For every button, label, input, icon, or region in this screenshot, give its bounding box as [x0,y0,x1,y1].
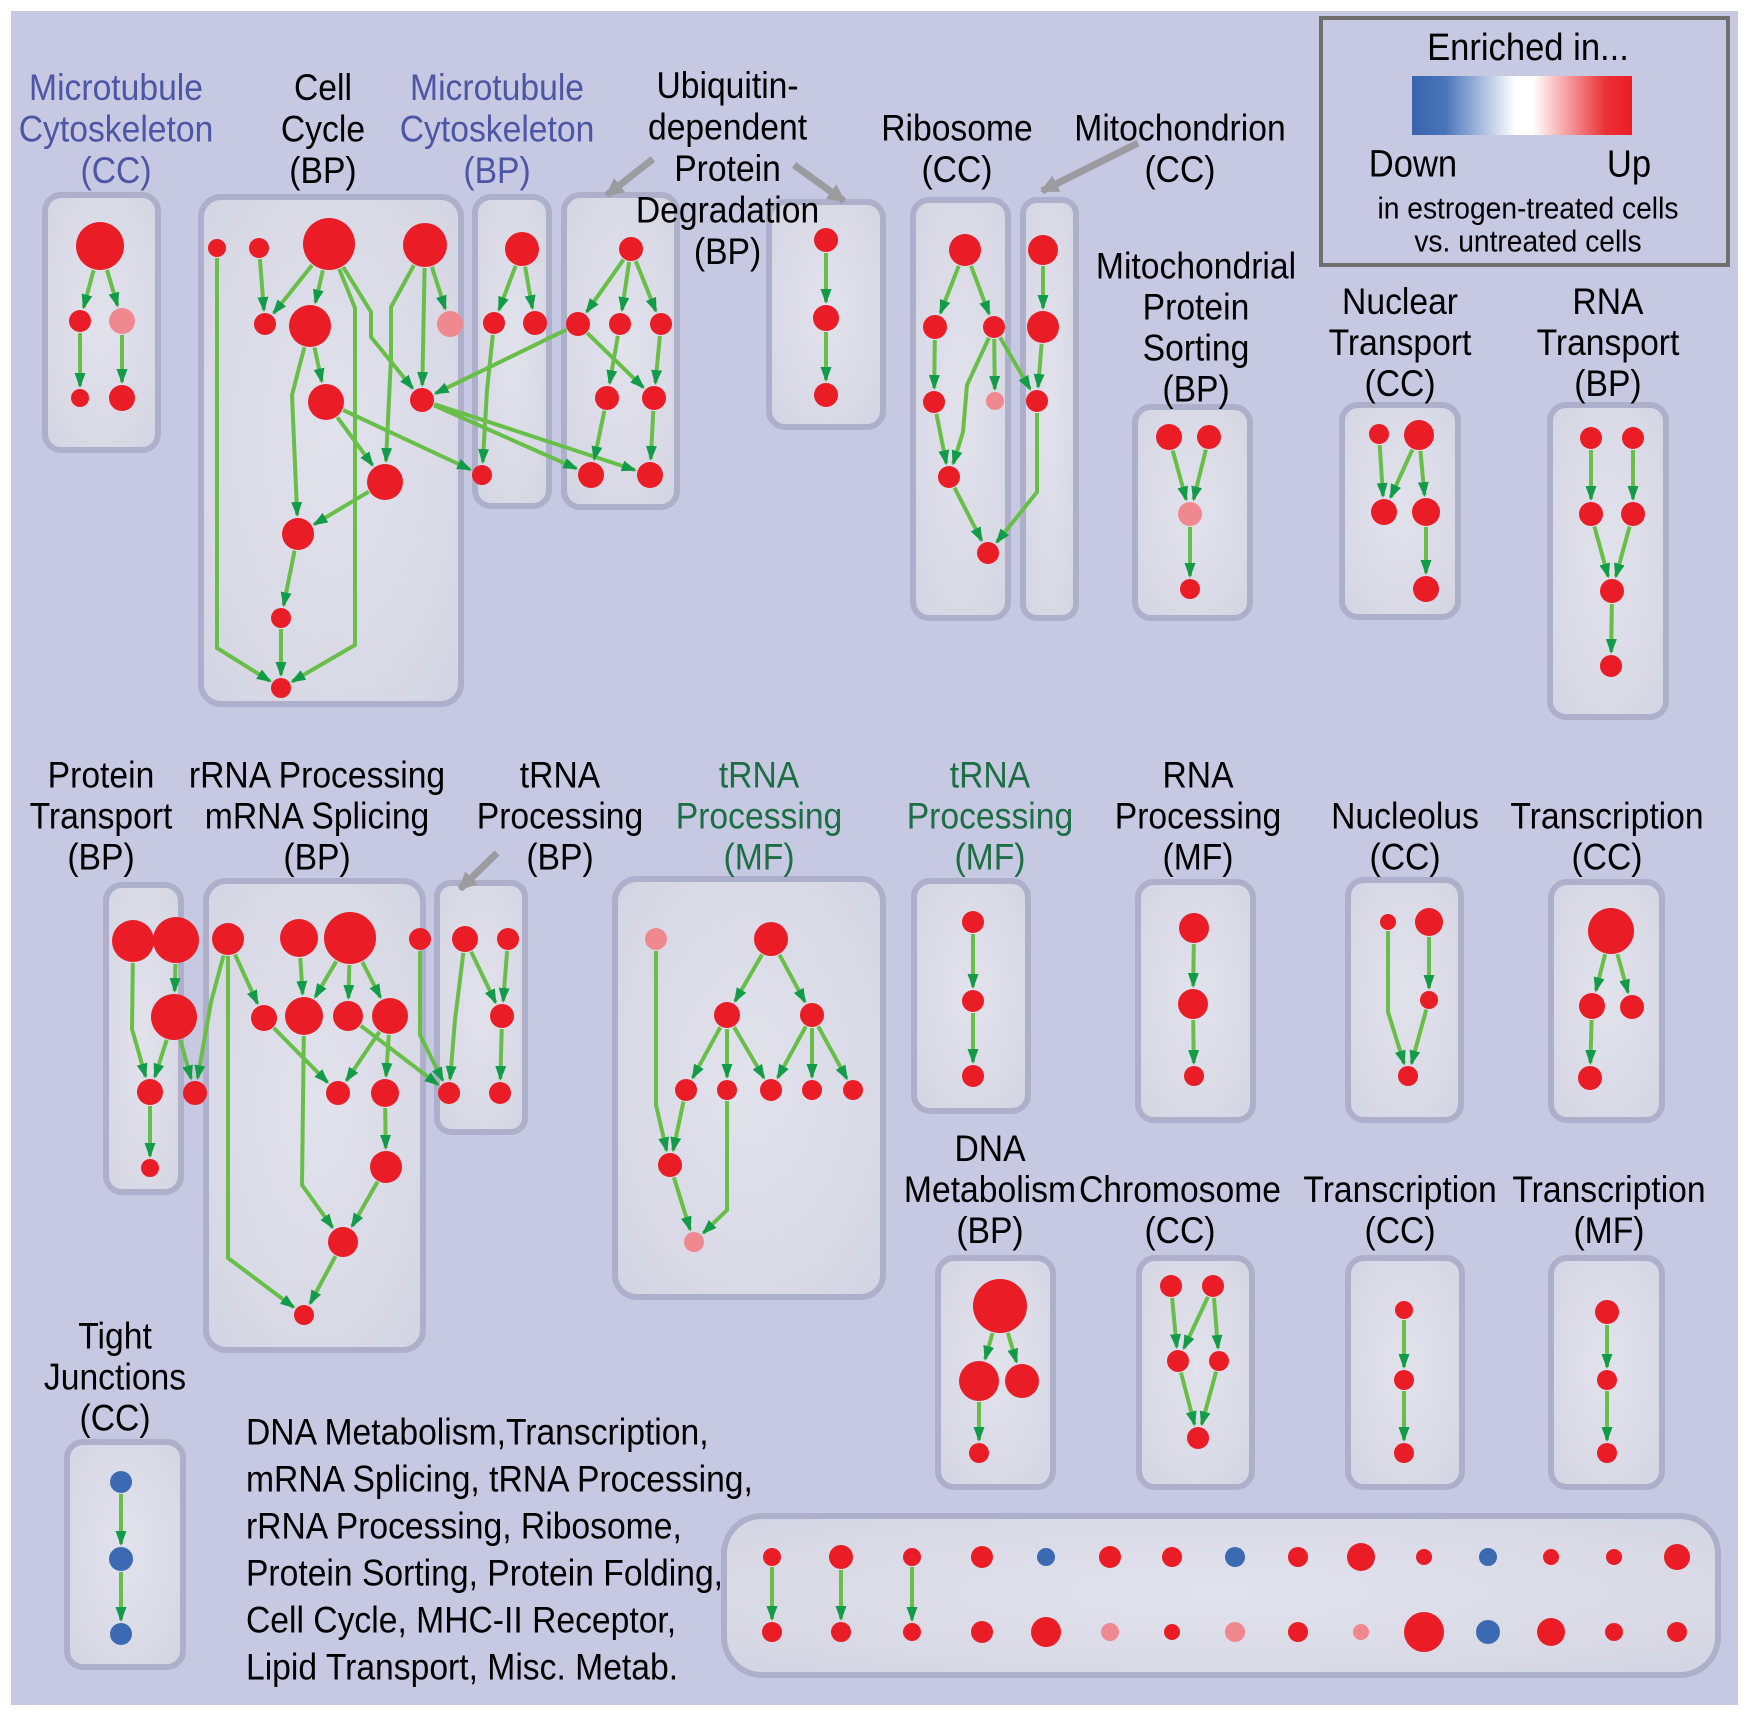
svg-text:(BP): (BP) [956,1210,1023,1251]
svg-text:(CC): (CC) [1370,837,1441,878]
svg-text:Processing: Processing [676,796,842,837]
svg-text:mRNA Splicing: mRNA Splicing [205,796,429,837]
svg-text:Ubiquitin-: Ubiquitin- [656,65,798,106]
svg-text:Chromosome: Chromosome [1079,1169,1281,1210]
svg-text:Degradation: Degradation [636,190,819,231]
svg-text:Sorting: Sorting [1143,328,1250,369]
svg-text:Transcription: Transcription [1512,1169,1705,1210]
svg-text:tRNA: tRNA [520,755,601,796]
svg-text:(MF): (MF) [1163,837,1234,878]
svg-text:(BP): (BP) [67,837,134,878]
svg-text:Microtubule: Microtubule [410,67,584,108]
svg-text:Down: Down [1369,142,1457,185]
svg-text:Transcription: Transcription [1303,1169,1496,1210]
svg-text:Enriched in...: Enriched in... [1427,26,1629,69]
svg-text:Protein: Protein [48,755,155,796]
svg-text:rRNA Processing, Ribosome,: rRNA Processing, Ribosome, [246,1506,682,1547]
svg-text:mRNA Splicing, tRNA Processing: mRNA Splicing, tRNA Processing, [246,1459,753,1500]
svg-text:Cell Cycle, MHC-II Receptor,: Cell Cycle, MHC-II Receptor, [246,1600,676,1641]
svg-text:Metabolism: Metabolism [904,1169,1076,1210]
svg-text:Processing: Processing [1115,796,1281,837]
svg-text:Mitochondrion: Mitochondrion [1074,108,1285,149]
svg-text:(BP): (BP) [694,231,761,272]
svg-text:dependent: dependent [648,107,807,148]
svg-text:Protein: Protein [674,148,781,189]
svg-text:(BP): (BP) [1162,369,1229,410]
svg-text:rRNA Processing: rRNA Processing [189,755,445,796]
svg-text:(CC): (CC) [1365,1210,1436,1251]
svg-text:(CC): (CC) [1144,149,1215,190]
svg-text:Lipid Transport, Misc. Metab.: Lipid Transport, Misc. Metab. [246,1647,678,1688]
svg-text:Protein Sorting, Protein Foldi: Protein Sorting, Protein Folding, [246,1553,723,1594]
svg-text:(CC): (CC) [81,150,152,191]
svg-text:(CC): (CC) [1365,363,1436,404]
svg-text:RNA: RNA [1162,755,1233,796]
svg-text:Tight: Tight [78,1316,152,1357]
svg-text:DNA Metabolism,Transcription,: DNA Metabolism,Transcription, [246,1412,709,1453]
svg-text:vs. untreated cells: vs. untreated cells [1414,224,1641,259]
svg-text:(MF): (MF) [1573,1210,1644,1251]
svg-text:(BP): (BP) [283,837,350,878]
svg-text:RNA: RNA [1572,281,1643,322]
svg-text:tRNA: tRNA [719,755,800,796]
svg-text:DNA: DNA [954,1128,1025,1169]
svg-text:Up: Up [1607,142,1651,185]
svg-text:Transport: Transport [30,796,173,837]
svg-text:Nuclear: Nuclear [1342,281,1458,322]
svg-text:Mitochondrial: Mitochondrial [1096,246,1296,287]
svg-text:tRNA: tRNA [950,755,1031,796]
svg-text:(MF): (MF) [724,837,795,878]
svg-text:(CC): (CC) [1571,837,1642,878]
svg-text:Processing: Processing [907,796,1073,837]
svg-text:(BP): (BP) [289,150,356,191]
svg-text:Ribosome: Ribosome [881,108,1033,149]
svg-text:Cell: Cell [294,67,352,108]
svg-text:Protein: Protein [1143,287,1250,328]
svg-text:Microtubule: Microtubule [29,67,203,108]
svg-text:Cytoskeleton: Cytoskeleton [400,109,595,150]
svg-text:Transport: Transport [1537,322,1680,363]
svg-text:(CC): (CC) [80,1398,151,1439]
svg-text:Transport: Transport [1329,322,1472,363]
svg-text:in estrogen-treated cells: in estrogen-treated cells [1378,191,1679,226]
svg-text:Cytoskeleton: Cytoskeleton [19,109,214,150]
svg-text:(CC): (CC) [921,149,992,190]
svg-text:Cycle: Cycle [281,109,365,150]
svg-text:(BP): (BP) [526,837,593,878]
svg-text:Nucleolus: Nucleolus [1331,796,1479,837]
svg-text:(CC): (CC) [1144,1210,1215,1251]
svg-text:Transcription: Transcription [1510,796,1703,837]
svg-text:Junctions: Junctions [44,1357,186,1398]
svg-text:Processing: Processing [477,796,643,837]
svg-text:(BP): (BP) [1574,363,1641,404]
svg-text:(BP): (BP) [463,150,530,191]
svg-text:(MF): (MF) [954,837,1025,878]
